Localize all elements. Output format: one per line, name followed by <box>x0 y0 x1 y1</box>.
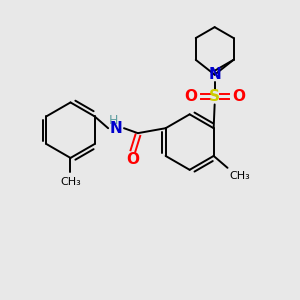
Text: O: O <box>232 89 245 104</box>
Text: N: N <box>110 121 122 136</box>
Text: O: O <box>184 89 197 104</box>
Text: H: H <box>108 114 118 127</box>
Text: CH₃: CH₃ <box>60 177 81 187</box>
Text: N: N <box>208 67 221 82</box>
Text: O: O <box>126 152 140 167</box>
Text: CH₃: CH₃ <box>230 171 250 181</box>
Text: S: S <box>209 89 220 104</box>
